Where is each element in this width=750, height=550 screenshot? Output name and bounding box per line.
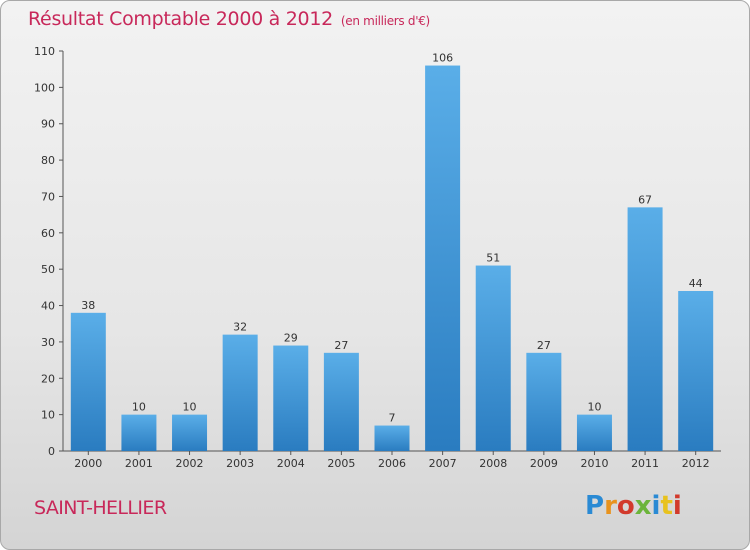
data-label-2009: 27 — [537, 339, 551, 352]
y-tick-label: 30 — [41, 336, 55, 349]
x-tick-label: 2012 — [682, 457, 710, 470]
y-tick-label: 40 — [41, 300, 55, 313]
x-tick-label: 2002 — [176, 457, 204, 470]
data-label-2010: 10 — [587, 401, 601, 414]
y-tick-label: 70 — [41, 190, 55, 203]
logo-letter: i — [672, 491, 682, 521]
data-label-2011: 67 — [638, 193, 652, 206]
town-name: SAINT-HELLIER — [34, 497, 167, 519]
data-label-2003: 32 — [233, 321, 247, 334]
y-tick-label: 110 — [34, 45, 55, 58]
y-tick-label: 100 — [34, 81, 55, 94]
bar-2002 — [172, 414, 208, 451]
x-tick-label: 2006 — [378, 457, 406, 470]
logo-letter: r — [604, 491, 617, 521]
bar-2003 — [222, 334, 258, 451]
bar-2009 — [526, 352, 562, 451]
bar-2007 — [425, 65, 461, 451]
x-tick-label: 2003 — [226, 457, 254, 470]
y-tick-label: 50 — [41, 263, 55, 276]
x-tick-label: 2005 — [327, 457, 355, 470]
bar-2008 — [475, 265, 511, 451]
bar-2000 — [70, 312, 106, 451]
bar-2010 — [576, 414, 612, 451]
x-tick-label: 2009 — [530, 457, 558, 470]
x-tick-label: 2004 — [277, 457, 305, 470]
bar-2011 — [627, 207, 663, 451]
x-tick-label: 2001 — [125, 457, 153, 470]
y-tick-label: 0 — [48, 445, 55, 458]
data-label-2001: 10 — [132, 401, 146, 414]
data-label-2004: 29 — [284, 332, 298, 345]
bar-2006 — [374, 425, 410, 451]
chart-bars — [70, 65, 714, 451]
bar-2012 — [678, 291, 714, 451]
x-tick-label: 2011 — [631, 457, 659, 470]
y-tick-label: 10 — [41, 409, 55, 422]
y-tick-label: 20 — [41, 372, 55, 385]
chart-title: Résultat Comptable 2000 à 2012 (en millie… — [28, 8, 430, 30]
x-tick-label: 2000 — [74, 457, 102, 470]
data-label-2012: 44 — [689, 277, 703, 290]
bar-2004 — [273, 345, 309, 451]
bar-2005 — [323, 352, 359, 451]
bar-2001 — [121, 414, 157, 451]
data-label-2007: 106 — [432, 52, 453, 65]
data-label-2002: 10 — [183, 401, 197, 414]
chart-data-labels: 38 10 10 32 29 27 7 106 51 27 10 67 44 — [81, 52, 702, 425]
data-label-2000: 38 — [81, 299, 95, 312]
y-tick-label: 60 — [41, 227, 55, 240]
x-tick-label: 2007 — [429, 457, 457, 470]
data-label-2008: 51 — [486, 252, 500, 265]
x-tick-label: 2010 — [580, 457, 608, 470]
chart-subtitle: (en milliers d'€) — [340, 14, 430, 28]
logo-letter: P — [585, 491, 605, 521]
y-tick-label: 90 — [41, 118, 55, 131]
y-tick-label: 80 — [41, 154, 55, 167]
data-label-2006: 7 — [389, 412, 396, 425]
logo-letter: i — [651, 491, 661, 521]
chart-title-text: Résultat Comptable 2000 à 2012 — [28, 8, 333, 30]
x-tick-label: 2008 — [479, 457, 507, 470]
logo-letter: o — [616, 491, 635, 521]
data-label-2005: 27 — [334, 339, 348, 352]
logo-letter: x — [634, 491, 652, 521]
proxiti-logo: Proxiti — [585, 491, 682, 521]
logo-letter: t — [660, 491, 673, 521]
